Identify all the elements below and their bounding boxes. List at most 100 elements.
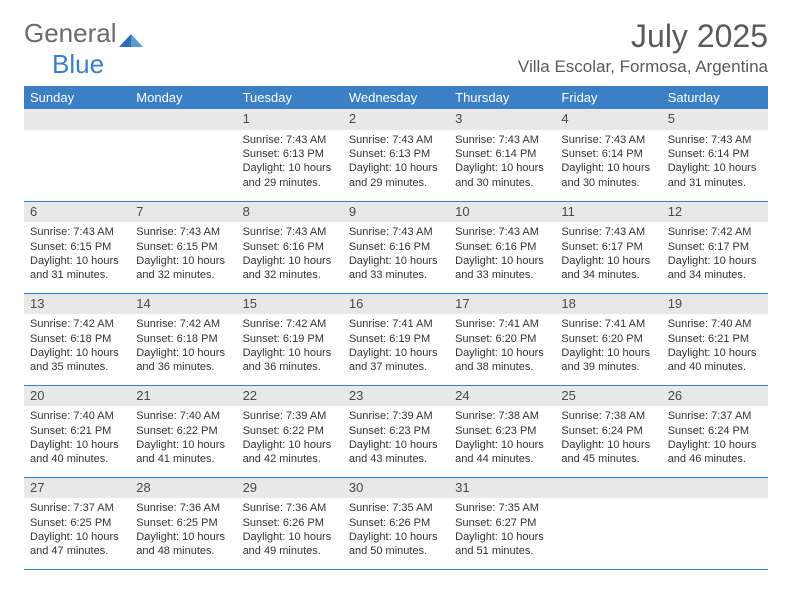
logo: GeneralBlue	[24, 18, 143, 80]
sunset-line: Sunset: 6:21 PM	[668, 332, 762, 346]
daylight-line: Daylight: 10 hours and 49 minutes.	[243, 530, 337, 559]
day-number: 24	[449, 386, 555, 407]
month-title: July 2025	[518, 18, 768, 55]
day-content: Sunrise: 7:38 AMSunset: 6:23 PMDaylight:…	[449, 406, 555, 472]
calendar-cell: 30 Sunrise: 7:35 AMSunset: 6:26 PMDayligh…	[343, 477, 449, 569]
calendar-cell: 15Sunrise: 7:42 AMSunset: 6:19 PMDayligh…	[237, 293, 343, 385]
sunset-line: Sunset: 6:23 PM	[349, 424, 443, 438]
daylight-line: Daylight: 10 hours and 48 minutes.	[136, 530, 230, 559]
sunrise-line: Sunrise: 7:43 AM	[243, 225, 337, 239]
sunrise-line: Sunrise: 7:38 AM	[455, 409, 549, 423]
day-content: Sunrise: 7:41 AMSunset: 6:19 PMDaylight:…	[343, 314, 449, 380]
sunrise-line: Sunrise: 7:35 AM	[349, 501, 443, 515]
day-content: Sunrise: 7:39 AMSunset: 6:22 PMDaylight:…	[237, 406, 343, 472]
sunrise-line: Sunrise: 7:35 AM	[455, 501, 549, 515]
sunrise-line: Sunrise: 7:40 AM	[668, 317, 762, 331]
calendar-cell: 23Sunrise: 7:39 AMSunset: 6:23 PMDayligh…	[343, 385, 449, 477]
sunset-line: Sunset: 6:19 PM	[349, 332, 443, 346]
sunset-line: Sunset: 6:22 PM	[136, 424, 230, 438]
sunrise-line: Sunrise: 7:41 AM	[455, 317, 549, 331]
day-number: 28	[130, 478, 236, 499]
calendar-cell	[555, 477, 661, 569]
day-number: 18	[555, 294, 661, 315]
calendar-cell	[24, 109, 130, 201]
calendar-cell: 9Sunrise: 7:43 AMSunset: 6:16 PMDaylight…	[343, 201, 449, 293]
weekday-header: Saturday	[662, 86, 768, 109]
calendar-cell: 21Sunrise: 7:40 AMSunset: 6:22 PMDayligh…	[130, 385, 236, 477]
day-content: Sunrise: 7:37 AMSunset: 6:25 PMDaylight:…	[24, 498, 130, 564]
sunset-line: Sunset: 6:21 PM	[30, 424, 124, 438]
location-text: Villa Escolar, Formosa, Argentina	[518, 57, 768, 77]
day-content: Sunrise: 7:37 AMSunset: 6:24 PMDaylight:…	[662, 406, 768, 472]
day-number: 23	[343, 386, 449, 407]
sunset-line: Sunset: 6:17 PM	[561, 240, 655, 254]
sunset-line: Sunset: 6:26 PM	[349, 516, 443, 530]
daylight-line: Daylight: 10 hours and 51 minutes.	[455, 530, 549, 559]
day-number: 9	[343, 202, 449, 223]
sunset-line: Sunset: 6:22 PM	[243, 424, 337, 438]
weekday-header: Wednesday	[343, 86, 449, 109]
calendar-cell: 17Sunrise: 7:41 AMSunset: 6:20 PMDayligh…	[449, 293, 555, 385]
title-block: July 2025 Villa Escolar, Formosa, Argent…	[518, 18, 768, 77]
sunrise-line: Sunrise: 7:40 AM	[136, 409, 230, 423]
sunrise-line: Sunrise: 7:38 AM	[561, 409, 655, 423]
day-content: Sunrise: 7:43 AMSunset: 6:13 PMDaylight:…	[343, 130, 449, 196]
day-content: Sunrise: 7:35 AMSunset: 6:27 PMDaylight:…	[449, 498, 555, 564]
day-content: Sunrise: 7:39 AMSunset: 6:23 PMDaylight:…	[343, 406, 449, 472]
calendar-cell: 25Sunrise: 7:38 AMSunset: 6:24 PMDayligh…	[555, 385, 661, 477]
sunset-line: Sunset: 6:13 PM	[349, 147, 443, 161]
day-number: 21	[130, 386, 236, 407]
calendar-cell: 18Sunrise: 7:41 AMSunset: 6:20 PMDayligh…	[555, 293, 661, 385]
sunrise-line: Sunrise: 7:43 AM	[668, 133, 762, 147]
sunrise-line: Sunrise: 7:43 AM	[349, 133, 443, 147]
day-content: Sunrise: 7:38 AMSunset: 6:24 PMDaylight:…	[555, 406, 661, 472]
day-number: 1	[237, 109, 343, 130]
sunrise-line: Sunrise: 7:41 AM	[349, 317, 443, 331]
sunrise-line: Sunrise: 7:43 AM	[136, 225, 230, 239]
sunset-line: Sunset: 6:18 PM	[30, 332, 124, 346]
day-content: Sunrise: 7:36 AMSunset: 6:26 PMDaylight:…	[237, 498, 343, 564]
logo-text-blue: Blue	[52, 49, 104, 79]
calendar-row: 13Sunrise: 7:42 AMSunset: 6:18 PMDayligh…	[24, 293, 768, 385]
day-content: Sunrise: 7:41 AMSunset: 6:20 PMDaylight:…	[449, 314, 555, 380]
daylight-line: Daylight: 10 hours and 33 minutes.	[349, 254, 443, 283]
daylight-line: Daylight: 10 hours and 50 minutes.	[349, 530, 443, 559]
day-number: 27	[24, 478, 130, 499]
logo-text-general: General	[24, 18, 117, 48]
day-content: Sunrise: 7:40 AMSunset: 6:22 PMDaylight:…	[130, 406, 236, 472]
day-number: 30	[343, 478, 449, 499]
weekday-header: Tuesday	[237, 86, 343, 109]
day-content: Sunrise: 7:43 AMSunset: 6:13 PMDaylight:…	[237, 130, 343, 196]
sunrise-line: Sunrise: 7:43 AM	[561, 133, 655, 147]
day-content: Sunrise: 7:43 AMSunset: 6:14 PMDaylight:…	[555, 130, 661, 196]
sunrise-line: Sunrise: 7:42 AM	[30, 317, 124, 331]
sunset-line: Sunset: 6:16 PM	[455, 240, 549, 254]
sunset-line: Sunset: 6:13 PM	[243, 147, 337, 161]
day-number: 8	[237, 202, 343, 223]
sunset-line: Sunset: 6:24 PM	[561, 424, 655, 438]
sunrise-line: Sunrise: 7:37 AM	[668, 409, 762, 423]
calendar-table: SundayMondayTuesdayWednesdayThursdayFrid…	[24, 86, 768, 570]
calendar-cell: 29Sunrise: 7:36 AMSunset: 6:26 PMDayligh…	[237, 477, 343, 569]
sunset-line: Sunset: 6:16 PM	[349, 240, 443, 254]
day-number: 20	[24, 386, 130, 407]
day-number: 6	[24, 202, 130, 223]
day-content: Sunrise: 7:43 AMSunset: 6:15 PMDaylight:…	[130, 222, 236, 288]
daylight-line: Daylight: 10 hours and 44 minutes.	[455, 438, 549, 467]
sunrise-line: Sunrise: 7:43 AM	[455, 225, 549, 239]
day-content: Sunrise: 7:43 AMSunset: 6:16 PMDaylight:…	[449, 222, 555, 288]
weekday-header: Friday	[555, 86, 661, 109]
day-content: Sunrise: 7:43 AMSunset: 6:14 PMDaylight:…	[662, 130, 768, 196]
calendar-row: 27Sunrise: 7:37 AMSunset: 6:25 PMDayligh…	[24, 477, 768, 569]
day-content: Sunrise: 7:42 AMSunset: 6:18 PMDaylight:…	[24, 314, 130, 380]
day-number: 7	[130, 202, 236, 223]
day-content: Sunrise: 7:42 AMSunset: 6:17 PMDaylight:…	[662, 222, 768, 288]
day-content: Sunrise: 7:43 AMSunset: 6:15 PMDaylight:…	[24, 222, 130, 288]
sunrise-line: Sunrise: 7:37 AM	[30, 501, 124, 515]
calendar-cell: 6Sunrise: 7:43 AMSunset: 6:15 PMDaylight…	[24, 201, 130, 293]
calendar-cell	[662, 477, 768, 569]
day-content: Sunrise: 7:43 AMSunset: 6:16 PMDaylight:…	[237, 222, 343, 288]
day-content: Sunrise: 7:42 AMSunset: 6:18 PMDaylight:…	[130, 314, 236, 380]
day-number: 26	[662, 386, 768, 407]
day-content: Sunrise: 7:40 AMSunset: 6:21 PMDaylight:…	[662, 314, 768, 380]
